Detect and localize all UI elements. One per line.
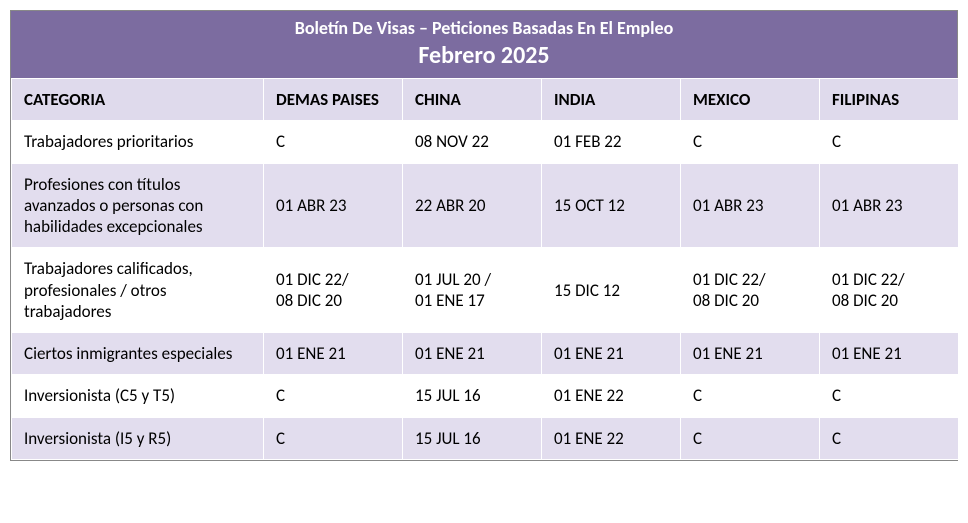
table-cell: Inversionista (C5 y T5) xyxy=(12,375,264,417)
table-row: Trabajadores prioritariosC08 NOV 2201 FE… xyxy=(12,121,959,163)
visa-bulletin-table: Boletín De Visas – Peticiones Basadas En… xyxy=(10,10,958,461)
table-cell: C xyxy=(264,121,403,163)
data-table: CATEGORIA DEMAS PAISES CHINA INDIA MEXIC… xyxy=(11,78,959,460)
table-cell: 01 JUL 20 /01 ENE 17 xyxy=(403,248,542,333)
header-row: CATEGORIA DEMAS PAISES CHINA INDIA MEXIC… xyxy=(12,79,959,121)
table-cell: 01 ENE 21 xyxy=(403,333,542,375)
table-cell: 22 ABR 20 xyxy=(403,163,542,248)
table-cell: 01 ENE 21 xyxy=(264,333,403,375)
table-cell: C xyxy=(820,417,959,459)
table-cell: 15 JUL 16 xyxy=(403,417,542,459)
col-demas-paises: DEMAS PAISES xyxy=(264,79,403,121)
table-row: Trabajadores calificados, profesionales … xyxy=(12,248,959,333)
table-cell: 01 DIC 22/08 DIC 20 xyxy=(820,248,959,333)
table-cell: Trabajadores calificados, profesionales … xyxy=(12,248,264,333)
table-cell: 15 OCT 12 xyxy=(542,163,681,248)
table-cell: C xyxy=(820,375,959,417)
table-cell: 08 NOV 22 xyxy=(403,121,542,163)
col-india: INDIA xyxy=(542,79,681,121)
title-line1: Boletín De Visas – Peticiones Basadas En… xyxy=(11,17,957,39)
table-cell: C xyxy=(264,417,403,459)
table-row: Profesiones con títulos avanzados o pers… xyxy=(12,163,959,248)
table-cell: 15 JUL 16 xyxy=(403,375,542,417)
table-cell: 01 ABR 23 xyxy=(681,163,820,248)
table-cell: 01 ENE 21 xyxy=(681,333,820,375)
table-cell: C xyxy=(681,121,820,163)
col-mexico: MEXICO xyxy=(681,79,820,121)
table-cell: Ciertos inmigrantes especiales xyxy=(12,333,264,375)
table-row: Inversionista (I5 y R5)C15 JUL 1601 ENE … xyxy=(12,417,959,459)
col-china: CHINA xyxy=(403,79,542,121)
table-cell: 01 DIC 22/08 DIC 20 xyxy=(681,248,820,333)
table-cell: 01 ABR 23 xyxy=(820,163,959,248)
table-cell: 01 DIC 22/08 DIC 20 xyxy=(264,248,403,333)
table-cell: 01 ENE 21 xyxy=(820,333,959,375)
table-body: Trabajadores prioritariosC08 NOV 2201 FE… xyxy=(12,121,959,460)
col-filipinas: FILIPINAS xyxy=(820,79,959,121)
table-row: Ciertos inmigrantes especiales01 ENE 210… xyxy=(12,333,959,375)
table-cell: Trabajadores prioritarios xyxy=(12,121,264,163)
table-cell: C xyxy=(681,375,820,417)
table-cell: C xyxy=(820,121,959,163)
title-line2: Febrero 2025 xyxy=(11,41,957,70)
col-categoria: CATEGORIA xyxy=(12,79,264,121)
table-cell: C xyxy=(681,417,820,459)
table-cell: 01 ENE 21 xyxy=(542,333,681,375)
table-cell: Inversionista (I5 y R5) xyxy=(12,417,264,459)
table-cell: 01 FEB 22 xyxy=(542,121,681,163)
table-cell: 01 ENE 22 xyxy=(542,375,681,417)
table-cell: Profesiones con títulos avanzados o pers… xyxy=(12,163,264,248)
table-cell: 01 ABR 23 xyxy=(264,163,403,248)
table-cell: 15 DIC 12 xyxy=(542,248,681,333)
title-bar: Boletín De Visas – Peticiones Basadas En… xyxy=(11,11,957,78)
table-row: Inversionista (C5 y T5)C15 JUL 1601 ENE … xyxy=(12,375,959,417)
table-cell: 01 ENE 22 xyxy=(542,417,681,459)
table-cell: C xyxy=(264,375,403,417)
